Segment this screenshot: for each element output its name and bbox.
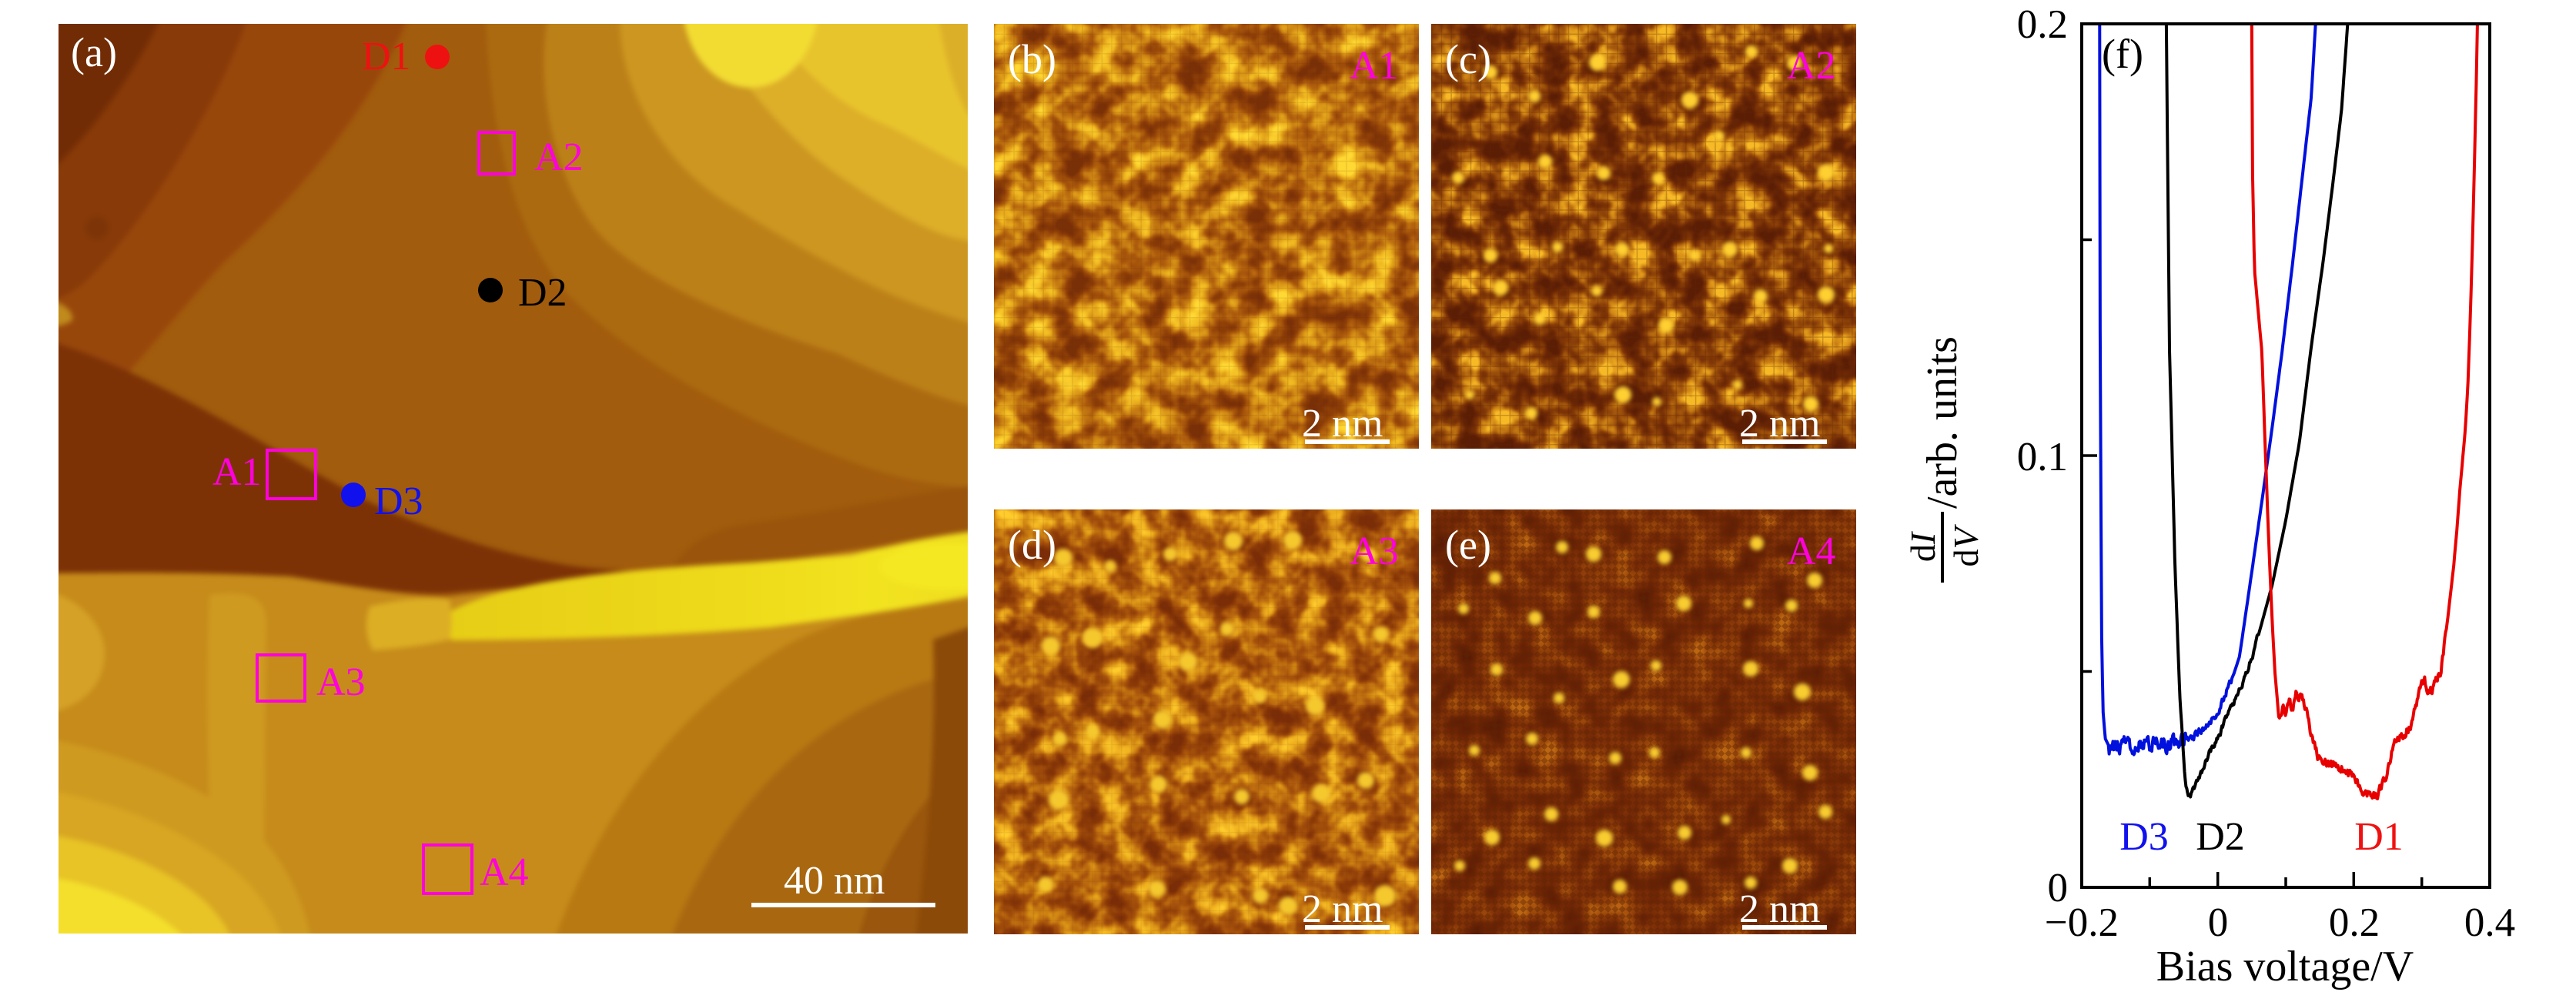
svg-text:(d): (d) — [1008, 522, 1056, 568]
svg-text:D1: D1 — [362, 35, 411, 78]
svg-text:0.4: 0.4 — [2464, 900, 2515, 945]
svg-text:2 nm: 2 nm — [1302, 887, 1383, 931]
svg-text:D3: D3 — [374, 479, 423, 523]
svg-text:(f): (f) — [2102, 31, 2143, 77]
svg-text:(c): (c) — [1445, 36, 1491, 82]
svg-text:0.2: 0.2 — [2017, 2, 2068, 47]
svg-text:2 nm: 2 nm — [1739, 887, 1820, 931]
svg-text:0.1: 0.1 — [2017, 435, 2068, 479]
svg-text:A3: A3 — [316, 660, 366, 704]
svg-text:A1: A1 — [1350, 44, 1399, 88]
svg-text:A3: A3 — [1350, 529, 1399, 573]
svg-text:A4: A4 — [1787, 529, 1836, 573]
svg-text:D2: D2 — [2196, 815, 2245, 859]
svg-text:dI: dI — [1903, 530, 1942, 562]
svg-text:2 nm: 2 nm — [1739, 402, 1820, 446]
svg-text:A4: A4 — [480, 850, 529, 894]
svg-text:dV: dV — [1946, 524, 1986, 567]
svg-text:(e): (e) — [1445, 522, 1491, 568]
svg-text:−0.2: −0.2 — [2045, 900, 2119, 945]
svg-text:0: 0 — [2048, 866, 2069, 910]
svg-text:A2: A2 — [534, 135, 584, 179]
svg-text:A2: A2 — [1787, 44, 1836, 88]
svg-text:(b): (b) — [1008, 36, 1056, 82]
svg-text:0: 0 — [2208, 900, 2229, 945]
svg-text:D1: D1 — [2354, 815, 2404, 859]
svg-text:D2: D2 — [518, 271, 567, 315]
svg-text:2 nm: 2 nm — [1302, 402, 1383, 446]
svg-text:40 nm: 40 nm — [784, 859, 885, 903]
svg-text:(a): (a) — [71, 29, 117, 75]
svg-text:/arb. units: /arb. units — [1919, 336, 1966, 509]
svg-text:A1: A1 — [212, 450, 262, 494]
svg-text:Bias voltage/V: Bias voltage/V — [2156, 943, 2414, 990]
svg-text:0.2: 0.2 — [2329, 900, 2380, 945]
svg-text:D3: D3 — [2119, 815, 2169, 859]
